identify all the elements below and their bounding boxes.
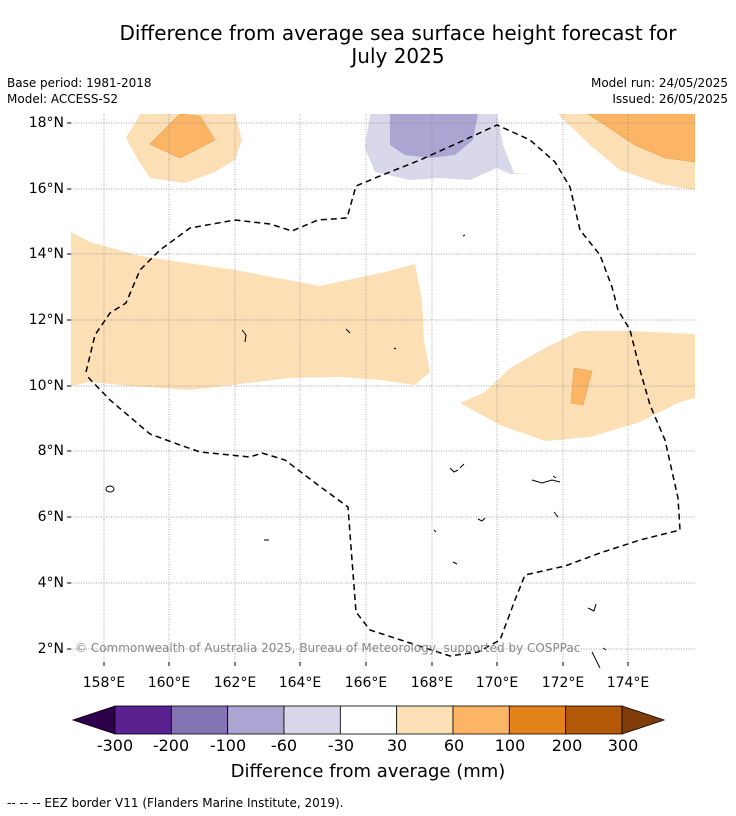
island — [587, 603, 597, 612]
lon-label-158: 158°E — [82, 675, 126, 691]
colorbar-segment — [227, 705, 285, 735]
colorbar-segment — [170, 705, 229, 735]
island — [552, 475, 557, 479]
island-outlines — [105, 234, 607, 669]
anomaly-region-60-100-northwest — [149, 114, 216, 159]
map-fields — [71, 114, 695, 441]
anomaly-region-minus60-minus100 — [390, 114, 478, 158]
meta-left: Base period: 1981-2018 Model: ACCESS-S2 — [7, 75, 152, 107]
lat-label-14: 14°N — [28, 246, 64, 262]
lat-label-4: 4°N — [37, 575, 64, 591]
eez-border — [85, 124, 681, 657]
anomaly-region-30-60-west — [71, 232, 430, 390]
colorbar-under-arrow — [71, 705, 116, 735]
gridlines — [71, 114, 695, 662]
colorbar-tick: 200 — [551, 736, 583, 755]
copyright-text: © Commonwealth of Australia 2025, Bureau… — [75, 641, 581, 655]
title-line-2: July 2025 — [351, 44, 445, 68]
colorbar-segment — [283, 705, 341, 735]
lat-label-8: 8°N — [37, 443, 64, 459]
lon-label-168: 168°E — [410, 675, 454, 691]
colorbar-tick: -60 — [270, 736, 298, 755]
title-line-1: Difference from average sea surface heig… — [119, 21, 677, 45]
colorbar-over-arrow — [621, 705, 666, 735]
island — [531, 479, 561, 484]
island — [459, 463, 465, 469]
island — [553, 511, 559, 518]
lon-label-164: 164°E — [278, 675, 322, 691]
model-name: Model: ACCESS-S2 — [7, 92, 119, 106]
lon-label-174: 174°E — [606, 675, 650, 691]
model-run: Model run: 24/05/2025 — [590, 76, 728, 90]
colorbar-tick: 300 — [607, 736, 639, 755]
lon-label-160: 160°E — [147, 675, 191, 691]
colorbar-tick: 30 — [386, 736, 408, 755]
anomaly-region-60-100-east — [570, 367, 593, 406]
lon-label-172: 172°E — [541, 675, 585, 691]
island — [433, 529, 437, 533]
colorbar-segment — [339, 705, 398, 735]
island — [591, 651, 601, 669]
colorbar-tick: -200 — [152, 736, 190, 755]
lon-label-166: 166°E — [344, 675, 388, 691]
lat-label-6: 6°N — [37, 509, 64, 525]
colorbar-segment — [396, 705, 454, 735]
colorbar-tick: -30 — [327, 736, 355, 755]
colorbar-segment — [565, 705, 623, 735]
base-period: Base period: 1981-2018 — [7, 76, 152, 90]
island — [449, 467, 459, 473]
tick-marks — [67, 122, 629, 666]
lat-label-2: 2°N — [37, 641, 64, 657]
meta-right: Model run: 24/05/2025 Issued: 26/05/2025 — [591, 75, 728, 107]
island — [602, 647, 607, 651]
island — [105, 485, 115, 493]
colorbar-tick: 100 — [494, 736, 526, 755]
lat-label-18: 18°N — [28, 115, 64, 131]
anomaly-region-60-100-northeast — [587, 114, 695, 163]
colorbar-segment — [508, 705, 567, 735]
eez-footnote: -- -- -- EEZ border V11 (Flanders Marine… — [7, 796, 344, 810]
lat-label-12: 12°N — [28, 312, 64, 328]
lat-label-10: 10°N — [28, 378, 64, 394]
colorbar-segment — [452, 705, 510, 735]
lon-label-162: 162°E — [213, 675, 257, 691]
island — [393, 347, 397, 350]
island — [241, 329, 247, 343]
colorbar-tick: -100 — [209, 736, 247, 755]
island — [462, 234, 466, 237]
island — [477, 517, 486, 522]
lat-label-16: 16°N — [28, 181, 64, 197]
colorbar-segment — [114, 705, 172, 735]
colorbar-tick: -300 — [96, 736, 134, 755]
issued-date: Issued: 26/05/2025 — [612, 92, 728, 106]
island — [452, 561, 458, 565]
colorbar-label: Difference from average (mm) — [230, 761, 506, 782]
island — [345, 328, 351, 334]
colorbar-tick: 60 — [443, 736, 465, 755]
chart-title: Difference from average sea surface heig… — [0, 22, 736, 68]
lon-label-170: 170°E — [475, 675, 519, 691]
